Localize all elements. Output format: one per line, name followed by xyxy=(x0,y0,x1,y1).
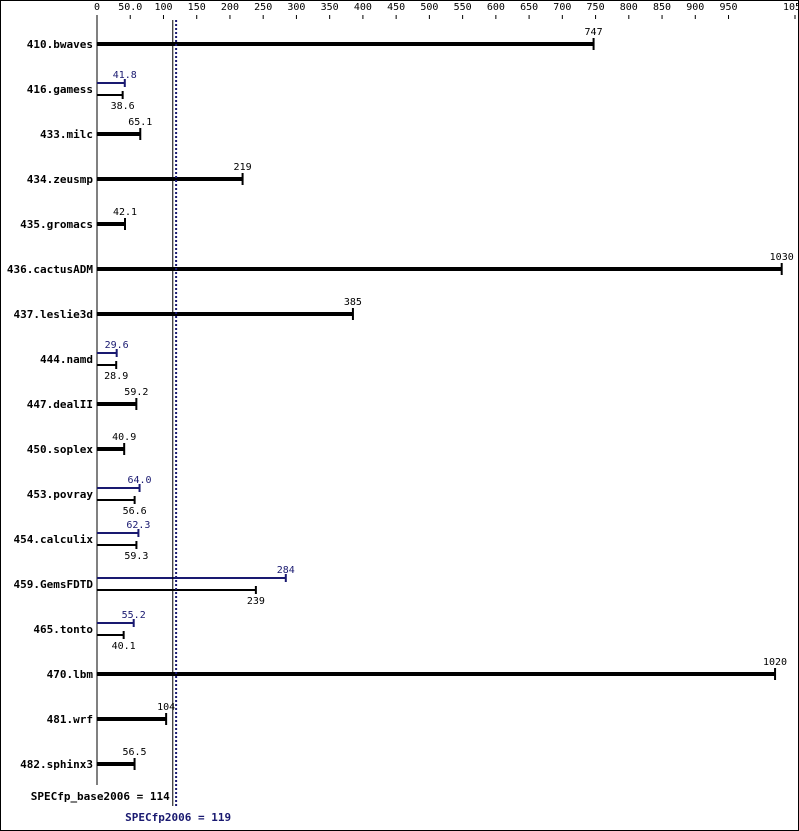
base-value-label: 219 xyxy=(234,162,252,173)
peak-bar xyxy=(97,82,125,84)
x-tick-label: 550 xyxy=(454,2,472,13)
base-bar xyxy=(97,544,137,546)
peak-value-label: 55.2 xyxy=(122,610,146,621)
base-value-label: 239 xyxy=(247,596,265,607)
peak-bar xyxy=(97,622,134,624)
base-bar xyxy=(97,364,117,366)
base-value-label: 385 xyxy=(344,297,362,308)
x-tick-label: 400 xyxy=(354,2,372,13)
x-tick-label: 800 xyxy=(620,2,638,13)
benchmark-label: 433.milc xyxy=(40,128,93,141)
base-value-label: 40.9 xyxy=(112,432,136,443)
benchmark-label: 459.GemsFDTD xyxy=(14,578,94,591)
base-bar xyxy=(97,402,137,406)
benchmark-label: 470.lbm xyxy=(47,668,94,681)
x-tick-label: 50.0 xyxy=(118,2,142,13)
base-bar xyxy=(97,132,141,136)
x-tick-label: 500 xyxy=(420,2,438,13)
benchmark-label: 434.zeusmp xyxy=(27,173,94,186)
benchmark-label: 444.namd xyxy=(40,353,93,366)
x-tick-label: 100 xyxy=(154,2,172,13)
base-bar xyxy=(97,42,594,46)
peak-bar xyxy=(97,487,140,489)
base-value-label: 747 xyxy=(585,27,603,38)
base-value-label: 1020 xyxy=(763,657,787,668)
benchmark-label: 482.sphinx3 xyxy=(20,758,93,771)
benchmark-label: 435.gromacs xyxy=(20,218,93,231)
base-bar xyxy=(97,447,125,451)
x-tick-label: 900 xyxy=(686,2,704,13)
x-tick-label: 750 xyxy=(587,2,605,13)
x-tick-label: 650 xyxy=(520,2,538,13)
base-value-label: 42.1 xyxy=(113,207,137,218)
peak-value-label: 41.8 xyxy=(113,70,137,81)
benchmark-label: 436.cactusADM xyxy=(7,263,93,276)
base-value-label: 40.1 xyxy=(112,641,136,652)
base-value-label: 38.6 xyxy=(111,101,135,112)
x-tick-label: 850 xyxy=(653,2,671,13)
base-value-label: 65.1 xyxy=(128,117,152,128)
base-value-label: 28.9 xyxy=(104,371,128,382)
base-value-label: 1030 xyxy=(770,252,794,263)
benchmark-label: 465.tonto xyxy=(33,623,93,636)
base-bar xyxy=(97,267,782,271)
x-tick-label: 150 xyxy=(188,2,206,13)
reference-label: SPECfp2006 = 119 xyxy=(125,811,231,824)
x-tick-label: 350 xyxy=(321,2,339,13)
benchmark-label: 453.povray xyxy=(27,488,94,501)
peak-value-label: 64.0 xyxy=(127,475,151,486)
x-tick-label: 600 xyxy=(487,2,505,13)
peak-bar xyxy=(97,352,117,354)
x-tick-label: 0 xyxy=(94,2,100,13)
base-bar xyxy=(97,717,167,721)
benchmark-label: 454.calculix xyxy=(14,533,94,546)
base-value-label: 59.3 xyxy=(124,551,148,562)
x-tick-label: 950 xyxy=(719,2,737,13)
base-value-label: 56.6 xyxy=(123,506,147,517)
benchmark-label: 447.dealII xyxy=(27,398,93,411)
x-tick-label: 200 xyxy=(221,2,239,13)
x-tick-label: 250 xyxy=(254,2,272,13)
benchmark-label: 437.leslie3d xyxy=(14,308,93,321)
benchmark-label: 481.wrf xyxy=(47,713,93,726)
base-bar xyxy=(97,499,135,501)
x-tick-label: 700 xyxy=(553,2,571,13)
base-bar xyxy=(97,312,353,316)
x-tick-label: 450 xyxy=(387,2,405,13)
benchmark-label: 416.gamess xyxy=(27,83,93,96)
x-tick-label: 1050 xyxy=(783,2,799,13)
base-bar xyxy=(97,177,243,181)
base-bar xyxy=(97,222,125,226)
base-value-label: 104 xyxy=(157,702,175,713)
benchmark-label: 450.soplex xyxy=(27,443,94,456)
peak-bar xyxy=(97,577,286,579)
base-bar xyxy=(97,634,124,636)
peak-value-label: 62.3 xyxy=(126,520,150,531)
x-tick-label: 300 xyxy=(287,2,305,13)
base-value-label: 56.5 xyxy=(123,747,147,758)
base-bar xyxy=(97,762,135,766)
base-value-label: 59.2 xyxy=(124,387,148,398)
peak-value-label: 29.6 xyxy=(105,340,129,351)
reference-label: SPECfp_base2006 = 114 xyxy=(31,790,170,803)
base-bar xyxy=(97,94,123,96)
peak-value-label: 284 xyxy=(277,565,295,576)
base-bar xyxy=(97,672,776,676)
peak-bar xyxy=(97,532,139,534)
benchmark-label: 410.bwaves xyxy=(27,38,93,51)
